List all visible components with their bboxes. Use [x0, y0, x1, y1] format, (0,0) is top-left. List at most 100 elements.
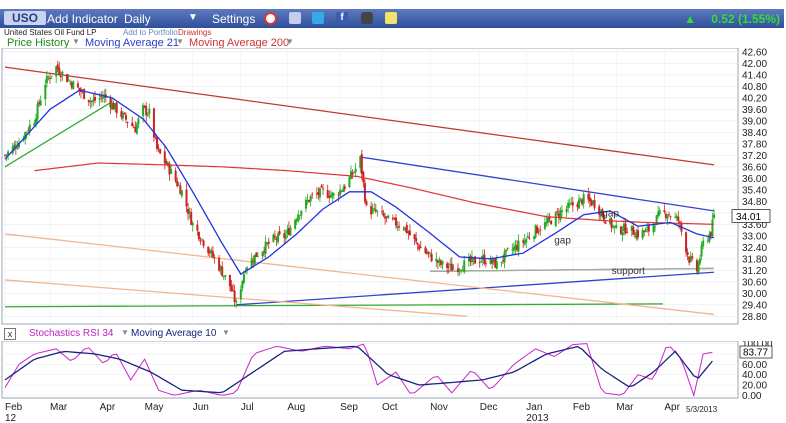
candle	[405, 224, 408, 233]
candle	[27, 130, 30, 131]
candle	[142, 105, 145, 117]
candle	[441, 261, 444, 265]
alarm-clock-icon[interactable]	[264, 12, 277, 25]
candle	[66, 74, 69, 83]
candle	[28, 124, 31, 132]
candle	[146, 114, 149, 116]
osc-y-tick-label: 100.00	[742, 341, 773, 350]
candle	[304, 199, 307, 209]
chevron-down-icon[interactable]: ▼	[188, 12, 198, 23]
candle	[481, 255, 484, 260]
chart-icon[interactable]	[289, 12, 301, 24]
twitter-icon[interactable]	[312, 12, 324, 24]
candle	[384, 216, 387, 219]
ma21-line	[4, 89, 715, 276]
candle	[180, 190, 183, 197]
candle	[610, 218, 613, 228]
candle	[132, 127, 135, 129]
candle	[621, 232, 624, 235]
add-portfolio-link[interactable]: Add to Portfolio	[123, 28, 178, 37]
y-tick-label: 33.60	[742, 220, 767, 231]
candle	[76, 83, 79, 88]
x-axis: Feb Mar Apr May Jun Jul Aug Sep Oct Nov Dec Jan Feb M…	[5, 402, 718, 423]
candle	[120, 111, 123, 118]
chevron-down-icon[interactable]: ▼	[176, 37, 184, 46]
ma21-menu[interactable]: Moving Average 21	[85, 37, 179, 49]
y-tick-label: 30.60	[742, 277, 767, 288]
stoch-menu[interactable]: Stochastics RSI 34	[29, 328, 114, 339]
candle	[643, 230, 646, 232]
facebook-icon[interactable]: f	[336, 12, 348, 24]
candle	[413, 234, 416, 240]
candle	[657, 211, 660, 217]
candle	[125, 115, 128, 120]
x-tick-label: Oct	[382, 402, 398, 413]
trendline-gray-base	[430, 267, 715, 272]
candle	[708, 233, 711, 242]
y-tick-label: 32.40	[742, 243, 767, 254]
camera-icon[interactable]	[361, 12, 373, 24]
chevron-down-icon[interactable]: ▼	[72, 37, 80, 46]
symbol-field[interactable]: USO	[4, 11, 47, 25]
candle	[322, 188, 325, 190]
collapse-icon[interactable]: x	[4, 328, 16, 340]
candle	[587, 193, 590, 200]
chevron-down-icon[interactable]: ▼	[222, 328, 230, 337]
candle	[137, 118, 140, 125]
candle	[228, 274, 231, 287]
candle	[396, 226, 399, 228]
settings-button[interactable]: Settings	[212, 12, 256, 26]
x-tick-label: Feb	[573, 402, 591, 413]
chevron-down-icon[interactable]: ▼	[286, 37, 294, 46]
candle	[159, 149, 162, 154]
candle	[613, 226, 616, 228]
drawings-link[interactable]: Drawings	[178, 28, 212, 37]
candle	[353, 171, 356, 173]
candle	[545, 221, 548, 224]
y-tick-label: 41.40	[742, 70, 767, 81]
candle	[112, 102, 115, 110]
chevron-down-icon[interactable]: ▼	[121, 328, 129, 337]
candle	[711, 219, 714, 236]
candle	[230, 285, 233, 292]
candle	[50, 76, 53, 77]
candle	[339, 189, 342, 196]
candle	[114, 103, 117, 110]
y-tick-label: 42.60	[742, 48, 767, 58]
candle	[277, 233, 280, 243]
candle	[48, 78, 51, 79]
candle	[495, 261, 498, 269]
candle	[190, 212, 193, 225]
candle	[87, 99, 90, 103]
candle	[218, 257, 221, 271]
trendline-orange-lower	[4, 279, 468, 317]
add-indicator-button[interactable]: Add Indicator	[47, 12, 118, 26]
note-icon[interactable]	[385, 12, 397, 24]
candle	[447, 266, 450, 268]
candle	[59, 76, 62, 78]
ma200-menu[interactable]: Moving Average 200	[189, 37, 290, 49]
candle	[98, 98, 101, 100]
candle	[187, 208, 190, 214]
candle	[677, 216, 680, 222]
candle	[337, 194, 340, 196]
interval-select[interactable]: Daily	[124, 12, 151, 26]
candle	[537, 231, 540, 233]
osc-y-tick-label: 40.00	[742, 370, 767, 381]
candle	[685, 232, 688, 253]
candle	[435, 258, 438, 262]
candle	[306, 199, 309, 202]
price-history-menu[interactable]: Price History	[7, 37, 70, 49]
candle	[5, 154, 8, 156]
candle	[554, 212, 557, 227]
candle	[489, 257, 492, 265]
candle	[332, 193, 335, 195]
candle	[266, 242, 269, 244]
candle	[578, 199, 581, 209]
candle	[256, 255, 259, 257]
candle	[581, 199, 584, 205]
candle	[115, 102, 118, 114]
ma10-menu[interactable]: Moving Average 10	[131, 328, 217, 339]
candle	[36, 103, 39, 120]
osc-series-line	[4, 345, 713, 394]
